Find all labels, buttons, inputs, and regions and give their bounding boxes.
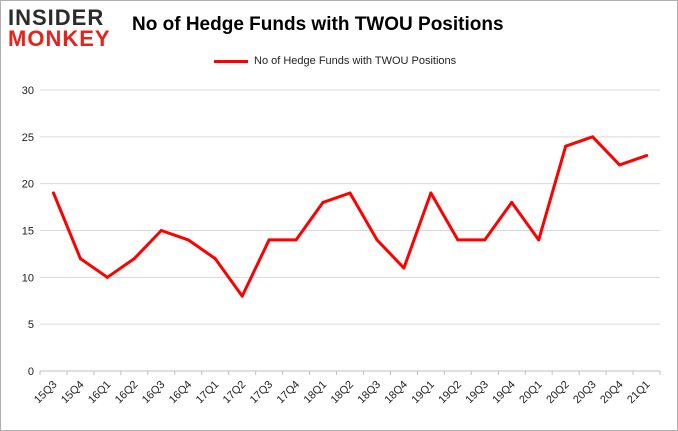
x-tick-label: 18Q1 <box>302 379 330 407</box>
x-tick-label: 20Q1 <box>517 379 545 407</box>
x-tick-label: 20Q2 <box>544 379 572 407</box>
x-tick-label: 16Q1 <box>86 379 114 407</box>
data-point <box>402 266 406 270</box>
x-tick-label: 16Q3 <box>140 379 168 407</box>
x-tick-label: 15Q4 <box>59 379 87 407</box>
data-point <box>240 294 244 298</box>
series-line <box>52 135 648 298</box>
data-point <box>78 257 82 261</box>
data-point <box>51 191 55 195</box>
x-tick-label: 19Q1 <box>409 379 437 407</box>
data-point <box>537 238 541 242</box>
legend-swatch <box>214 59 248 63</box>
data-point <box>510 200 514 204</box>
x-tick-label: 19Q3 <box>463 379 491 407</box>
y-tick-label: 5 <box>28 319 34 331</box>
data-point <box>267 238 271 242</box>
data-point <box>456 238 460 242</box>
data-point <box>105 275 109 279</box>
x-tick-label: 18Q2 <box>329 379 357 407</box>
data-point <box>321 200 325 204</box>
data-point <box>564 144 568 148</box>
x-tick-label: 19Q2 <box>436 379 464 407</box>
data-point <box>186 238 190 242</box>
x-tick-label: 18Q4 <box>383 379 411 407</box>
data-point <box>483 238 487 242</box>
data-point <box>591 135 595 139</box>
data-point <box>294 238 298 242</box>
data-point <box>132 257 136 261</box>
data-point <box>213 257 217 261</box>
y-tick-label: 10 <box>22 272 34 284</box>
data-point <box>348 191 352 195</box>
y-tick-label: 25 <box>22 132 34 144</box>
chart-title: No of Hedge Funds with TWOU Positions <box>132 14 504 35</box>
data-point <box>375 238 379 242</box>
x-tick-label: 16Q2 <box>113 379 141 407</box>
logo-text-bottom: MONKEY <box>8 25 111 51</box>
x-tick-label: 19Q4 <box>490 379 518 407</box>
x-tick-label: 15Q3 <box>32 379 60 407</box>
x-tick-label: 16Q4 <box>167 379 195 407</box>
insider-monkey-logo: INSIDER MONKEY <box>8 5 126 51</box>
logo-text-top: INSIDER <box>8 5 105 30</box>
data-point <box>159 229 163 232</box>
x-tick-label: 17Q4 <box>275 379 303 407</box>
data-point <box>429 191 433 195</box>
legend-label: No of Hedge Funds with TWOU Positions <box>254 55 457 67</box>
x-tick-label: 20Q3 <box>571 379 599 407</box>
data-point <box>645 154 649 158</box>
x-tick-label: 17Q2 <box>221 379 249 407</box>
y-tick-label: 30 <box>22 85 34 97</box>
x-tick-label: 20Q4 <box>598 379 626 407</box>
x-tick-label: 18Q3 <box>356 379 384 407</box>
x-tick-label: 17Q1 <box>194 379 222 407</box>
y-tick-label: 20 <box>22 179 34 191</box>
x-tick-label: 21Q1 <box>625 379 653 407</box>
y-tick-label: 15 <box>22 226 34 238</box>
chart-legend: No of Hedge Funds with TWOU Positions <box>214 55 456 67</box>
y-tick-label: 0 <box>28 366 34 378</box>
x-tick-label: 17Q3 <box>248 379 276 407</box>
data-point <box>618 163 622 167</box>
